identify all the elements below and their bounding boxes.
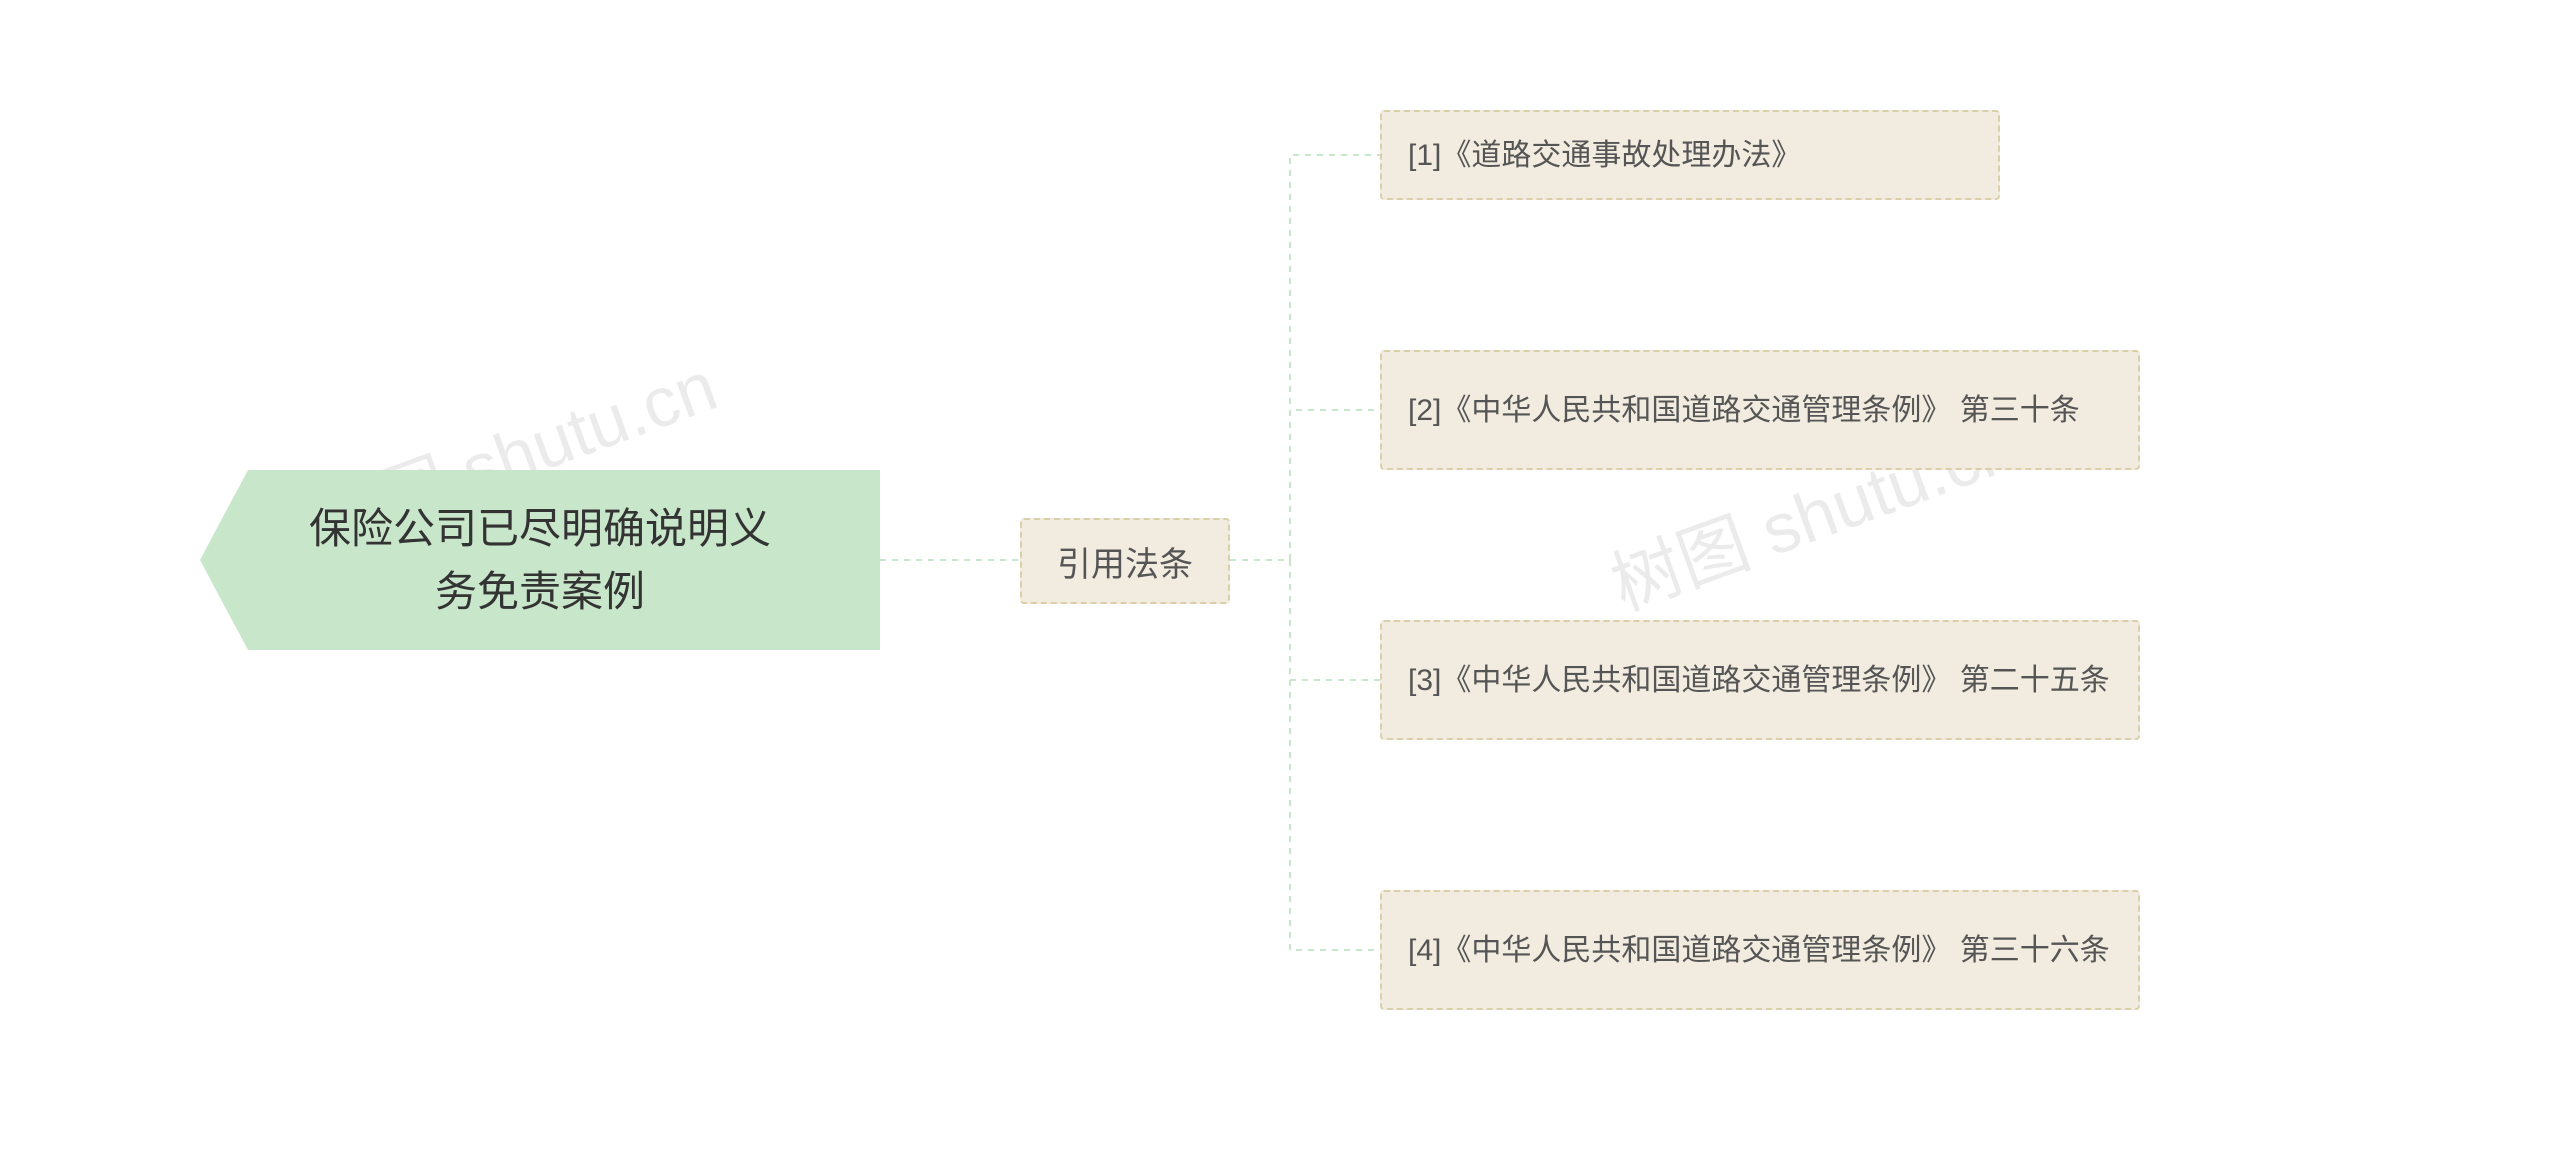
leaf-label: [2]《中华人民共和国道路交通管理条例》 第三十条 bbox=[1408, 388, 2080, 433]
leaf-label: [3]《中华人民共和国道路交通管理条例》 第二十五条 bbox=[1408, 658, 2110, 703]
leaf-node-4[interactable]: [4]《中华人民共和国道路交通管理条例》 第三十六条 bbox=[1380, 890, 2140, 1010]
leaf-node-1[interactable]: [1]《道路交通事故处理办法》 bbox=[1380, 110, 2000, 200]
leaf-node-2[interactable]: [2]《中华人民共和国道路交通管理条例》 第三十条 bbox=[1380, 350, 2140, 470]
mid-node-label: 引用法条 bbox=[1057, 537, 1193, 586]
leaf-label: [1]《道路交通事故处理办法》 bbox=[1408, 133, 1801, 178]
mindmap-canvas: 树图 shutu.cn 树图 shutu.cn 保险公司已尽明确说明义 务免责案… bbox=[0, 0, 2560, 1167]
leaf-label: [4]《中华人民共和国道路交通管理条例》 第三十六条 bbox=[1408, 928, 2110, 973]
leaf-node-3[interactable]: [3]《中华人民共和国道路交通管理条例》 第二十五条 bbox=[1380, 620, 2140, 740]
root-node[interactable]: 保险公司已尽明确说明义 务免责案例 bbox=[200, 470, 880, 650]
mid-node[interactable]: 引用法条 bbox=[1020, 518, 1230, 604]
root-node-label: 保险公司已尽明确说明义 务免责案例 bbox=[309, 497, 771, 623]
